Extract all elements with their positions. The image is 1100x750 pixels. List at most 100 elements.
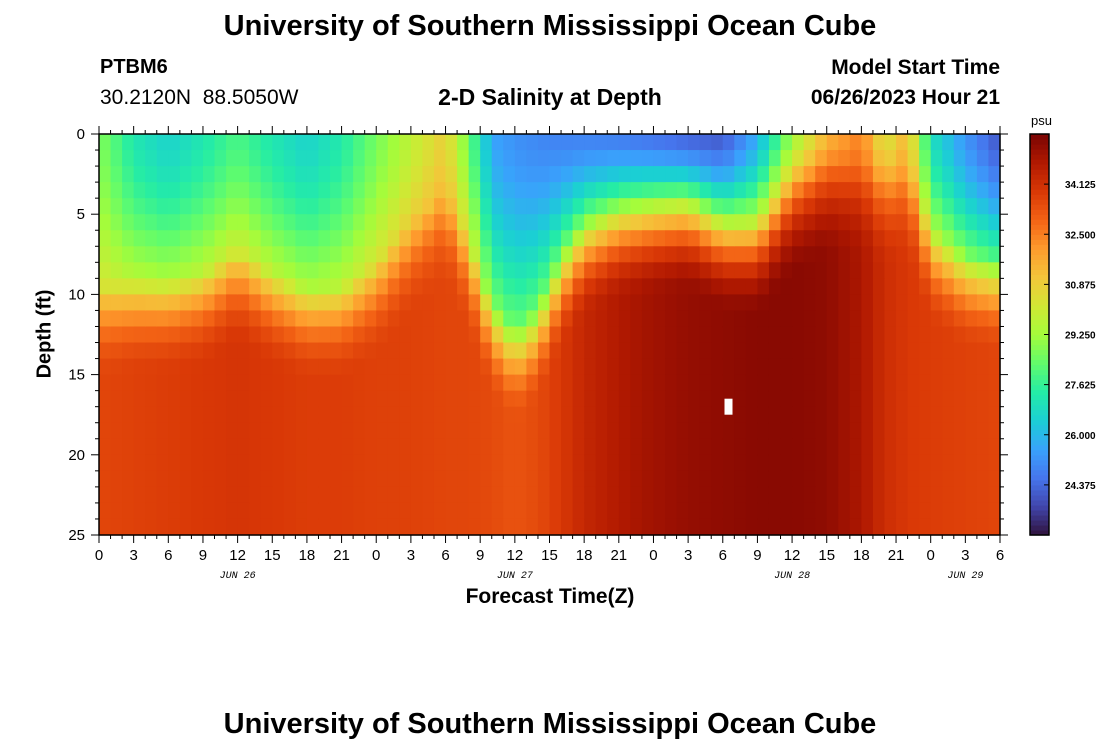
heatmap-cell: [410, 374, 424, 392]
heatmap-cell: [272, 406, 285, 424]
heatmap-cell: [641, 342, 655, 360]
heatmap-cell: [295, 470, 308, 488]
heatmap-cell: [353, 198, 366, 215]
heatmap-cell: [376, 278, 389, 295]
heatmap-cell: [734, 358, 747, 376]
heatmap-cell: [641, 438, 655, 456]
heatmap-cell: [237, 326, 250, 344]
heatmap-cell: [480, 214, 493, 231]
heatmap-cell: [722, 326, 735, 344]
heatmap-cell: [364, 422, 377, 440]
heatmap-cell: [988, 438, 1001, 456]
heatmap-cell: [780, 406, 793, 424]
heatmap-cell: [226, 198, 239, 215]
heatmap-cell: [641, 518, 655, 536]
heatmap-cell: [260, 166, 273, 183]
heatmap-cell: [341, 198, 354, 215]
heatmap-cell: [457, 294, 470, 312]
heatmap-cell: [849, 470, 862, 488]
heatmap-cell: [942, 470, 955, 488]
heatmap-cell: [699, 390, 712, 408]
heatmap-cell: [491, 214, 504, 231]
heatmap-cell: [595, 438, 608, 456]
heatmap-cell: [537, 422, 551, 440]
heatmap-cell: [676, 326, 689, 344]
heatmap-cell: [618, 342, 631, 360]
colorbar-swatch: [1030, 174, 1049, 180]
heatmap-cell: [988, 214, 1001, 231]
heatmap-cell: [861, 230, 874, 247]
heatmap-cell: [872, 502, 886, 520]
heatmap-cell: [122, 150, 135, 167]
heatmap-cell: [849, 486, 862, 504]
heatmap-cell: [364, 454, 377, 472]
heatmap-cell: [364, 166, 377, 183]
heatmap-cell: [976, 214, 990, 231]
heatmap-cell: [676, 310, 689, 328]
heatmap-cell: [745, 230, 759, 247]
heatmap-cell: [353, 310, 366, 328]
heatmap-cell: [433, 374, 447, 392]
heatmap-cell: [156, 406, 169, 424]
heatmap-cell: [272, 198, 285, 215]
heatmap-cell: [919, 262, 932, 279]
heatmap-cell: [353, 358, 366, 376]
heatmap-cell: [676, 342, 689, 360]
heatmap-cell: [422, 294, 435, 312]
heatmap-cell: [318, 230, 331, 247]
heatmap-cell: [156, 438, 169, 456]
heatmap-cell: [410, 438, 424, 456]
heatmap-cell: [688, 518, 701, 536]
heatmap-cell: [537, 406, 551, 424]
heatmap-cell: [260, 214, 273, 231]
footer-title: University of Southern Mississippi Ocean…: [223, 708, 877, 740]
heatmap-cell: [630, 390, 643, 408]
heatmap-cell: [295, 422, 308, 440]
colorbar-swatch: [1030, 209, 1049, 215]
heatmap-cell: [711, 486, 724, 504]
heatmap-cell: [364, 198, 377, 215]
heatmap-cell: [468, 486, 481, 504]
heatmap-cell: [630, 150, 643, 167]
heatmap-cell: [249, 230, 262, 247]
heatmap-cell: [179, 422, 193, 440]
heatmap-cell: [110, 326, 123, 344]
heatmap-cell: [99, 230, 112, 247]
heatmap-cell: [607, 278, 620, 295]
heatmap-cell: [318, 390, 331, 408]
heatmap-cell: [422, 470, 435, 488]
heatmap-cell: [607, 342, 620, 360]
heatmap-cell: [861, 454, 874, 472]
heatmap-cell: [387, 390, 400, 408]
heatmap-cell: [468, 422, 481, 440]
heatmap-cell: [988, 518, 1001, 536]
heatmap-cell: [838, 518, 851, 536]
heatmap-cell: [768, 182, 782, 199]
heatmap-cell: [711, 390, 724, 408]
heatmap-cell: [757, 198, 770, 215]
heatmap-cell: [815, 438, 828, 456]
heatmap-cell: [549, 486, 562, 504]
heatmap-cell: [745, 214, 759, 231]
heatmap-cell: [896, 166, 909, 183]
heatmap-cell: [826, 198, 839, 215]
heatmap-cell: [884, 342, 897, 360]
heatmap-cell: [607, 502, 620, 520]
heatmap-cell: [179, 294, 193, 312]
colorbar-tick-label: 29.250: [1065, 331, 1096, 342]
heatmap-cell: [896, 310, 909, 328]
heatmap-cell: [214, 134, 227, 151]
heatmap-cell: [884, 486, 897, 504]
heatmap-cell: [965, 198, 978, 215]
heatmap-cell: [965, 486, 978, 504]
heatmap-cell: [410, 214, 424, 231]
heatmap-cell: [491, 454, 504, 472]
heatmap-cell: [711, 406, 724, 424]
colorbar-swatch: [1030, 529, 1049, 536]
heatmap-cell: [526, 230, 539, 247]
heatmap-cell: [561, 230, 574, 247]
heatmap-cell: [156, 198, 169, 215]
heatmap-cell: [145, 294, 158, 312]
x-tick-label: 9: [476, 547, 484, 564]
heatmap-cell: [341, 182, 354, 199]
